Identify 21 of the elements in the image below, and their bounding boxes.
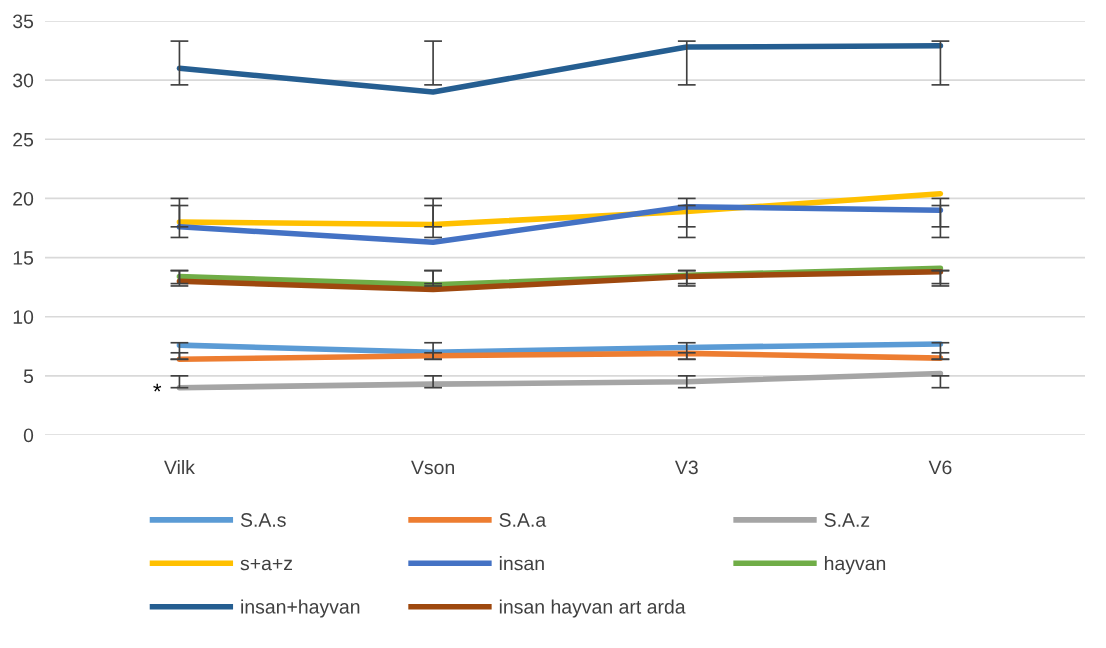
legend-label: insan [499,556,544,571]
y-tick-label: 0 [23,428,34,443]
legend-label: s+a+z [240,558,292,571]
y-tick-label: 20 [13,191,34,206]
legend-label: S.A.z [824,513,870,527]
x-tick-label: Vson [411,460,454,475]
y-tick-label: 35 [13,14,34,29]
x-tick-label: V6 [928,460,952,475]
legend-label: S.A.a [499,513,547,527]
legend-label: hayvan [824,556,886,575]
legend-label: S.A.s [240,513,286,527]
y-tick-label: 30 [13,73,34,88]
x-tick-label: V3 [674,460,698,475]
legend-label: insan+hayvan [241,599,360,618]
annotation: * [153,383,162,392]
y-tick-label: 15 [13,251,34,265]
x-tick-label: Vilk [164,460,195,475]
y-tick-label: 25 [13,132,34,147]
y-tick-label: 10 [13,310,34,324]
legend-label: insan hayvan art arda [499,599,686,618]
y-tick-label: 5 [23,369,34,384]
